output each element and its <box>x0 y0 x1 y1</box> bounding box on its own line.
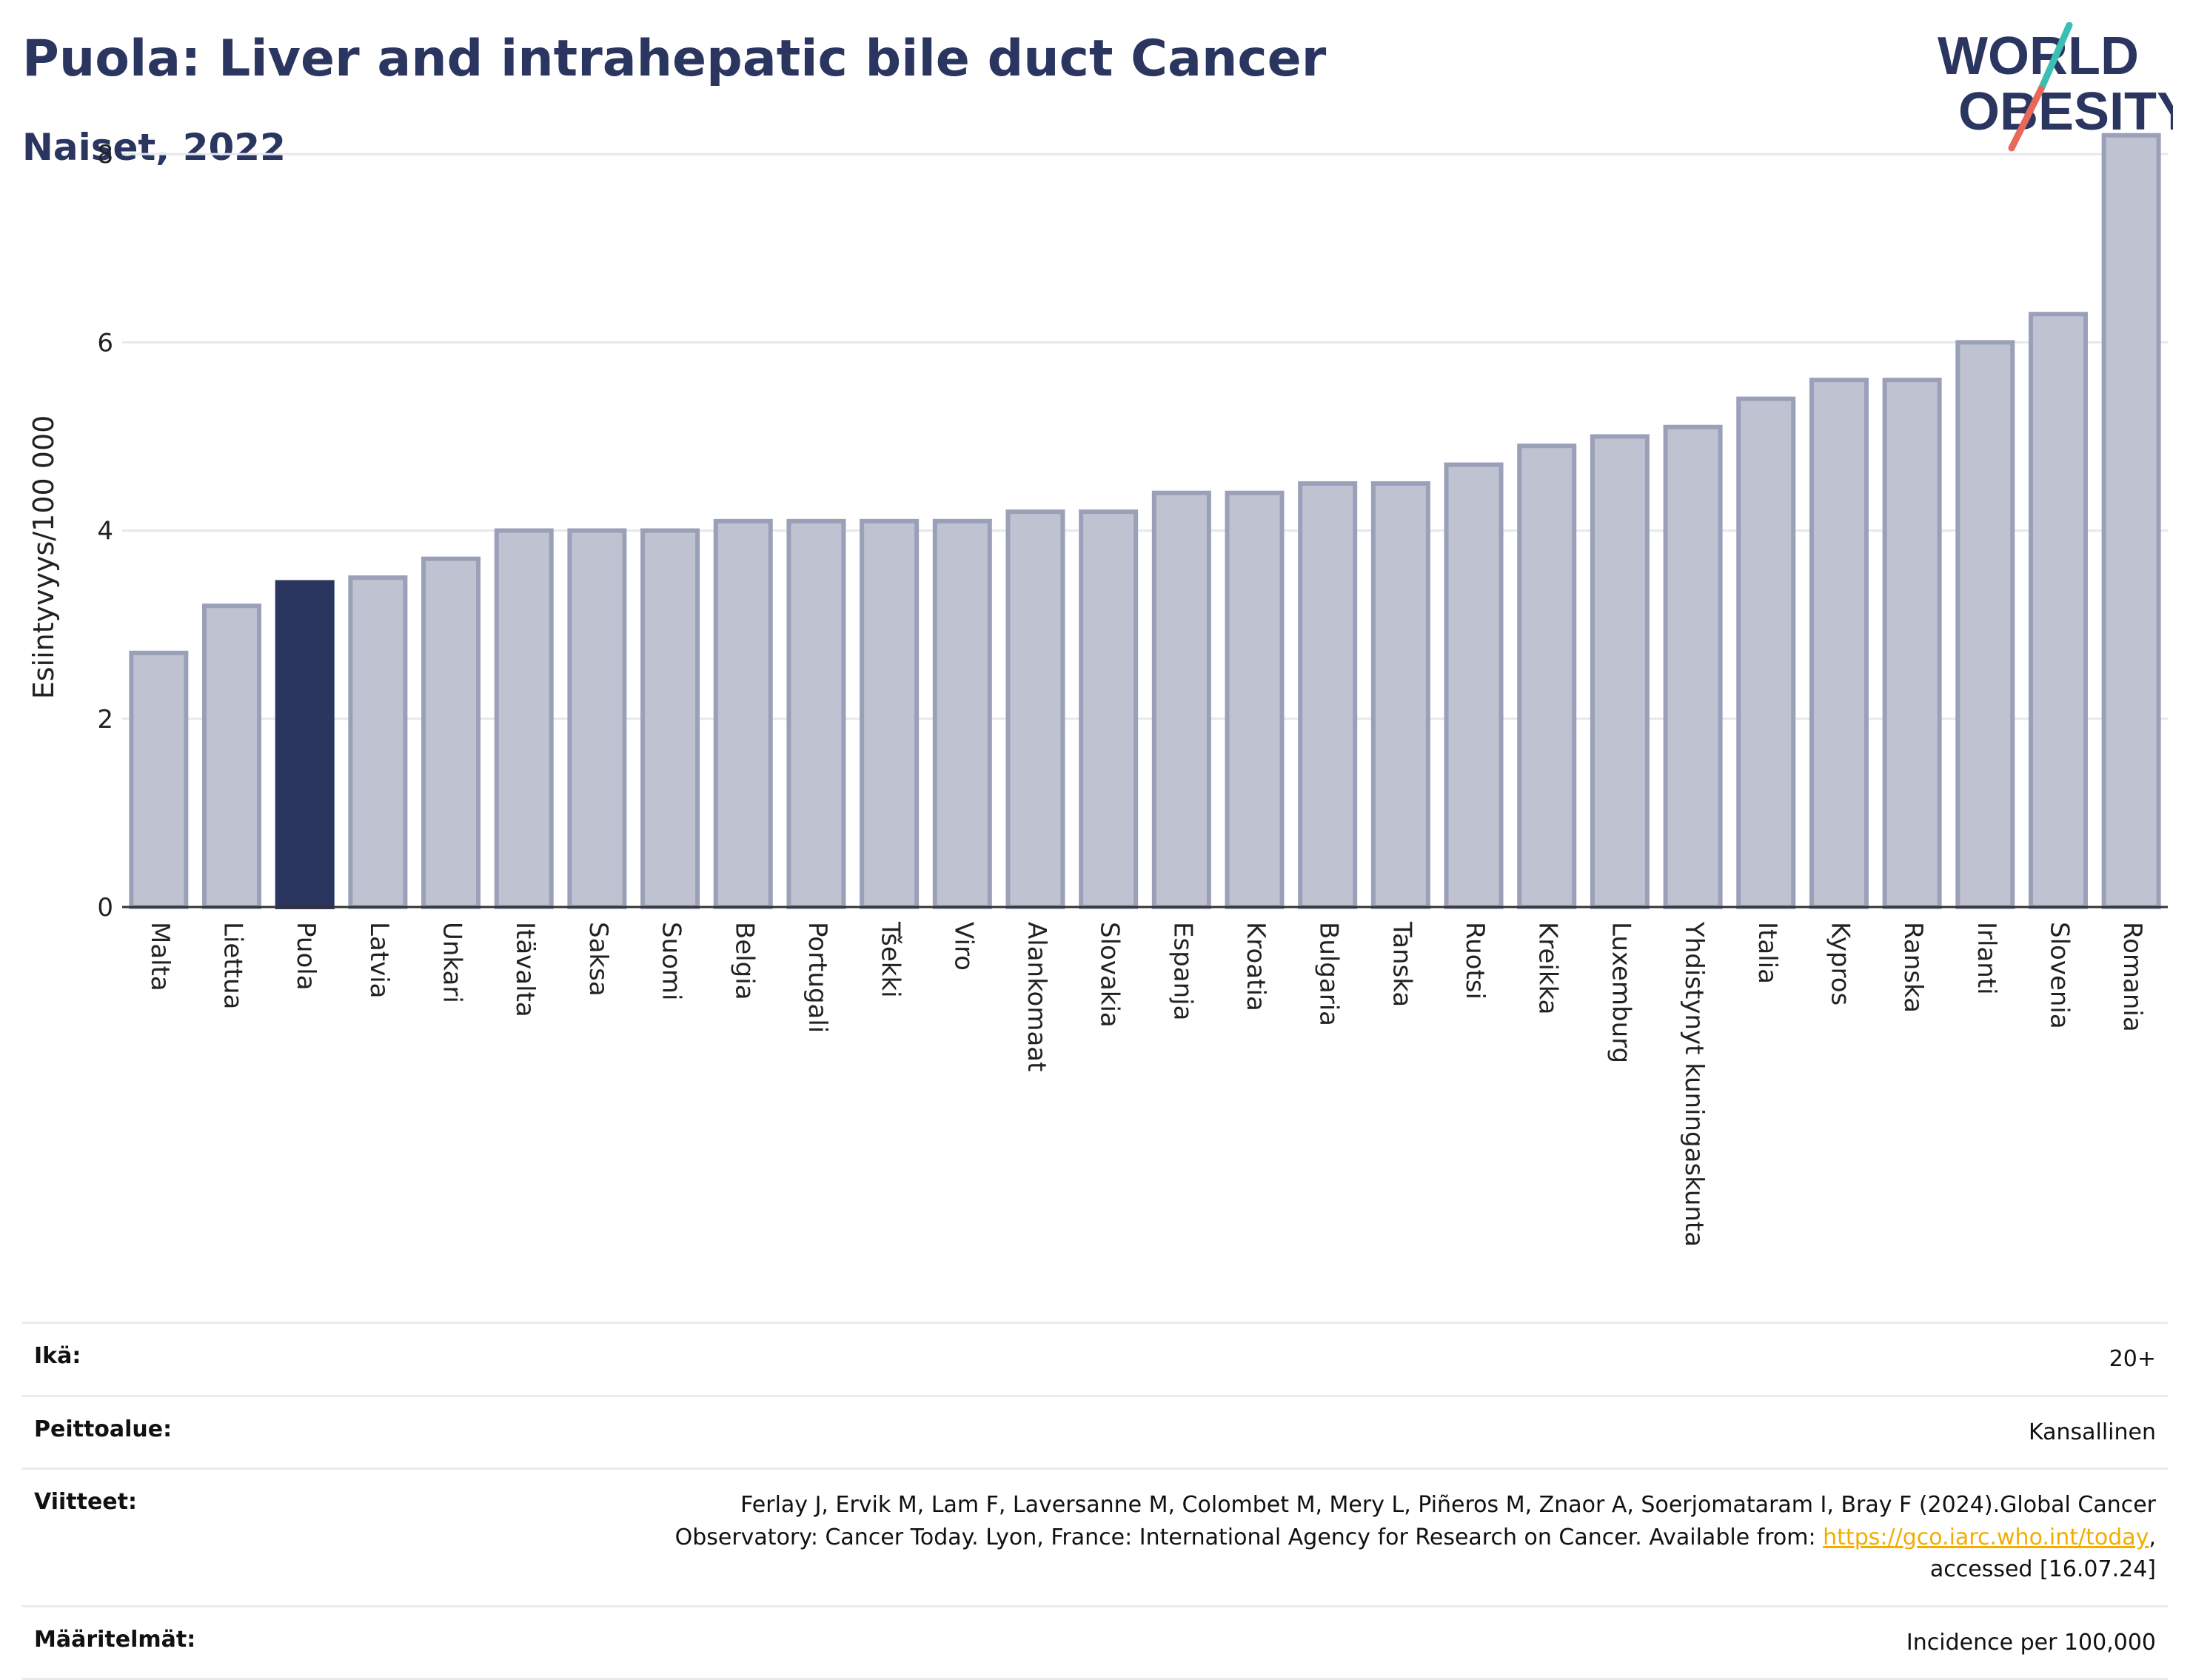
x-tick-label: Malta <box>145 922 175 991</box>
meta-row-age: Ikä: 20+ <box>22 1322 2168 1395</box>
bar-tšekki <box>862 521 917 907</box>
bar-alankomaat <box>1008 512 1062 907</box>
x-tick-label: Puola <box>291 922 321 991</box>
x-tick-labels: Malta Liettua Puola Latvia Unkari Itävalta Sak… <box>145 921 2147 1247</box>
bar-liettua <box>204 606 259 907</box>
references-label: Viitteet: <box>34 1489 167 1515</box>
definitions-label: Määritelmät: <box>34 1627 225 1653</box>
meta-row-references: Viitteet: Ferlay J, Ervik M, Lam F, Lave… <box>22 1468 2168 1605</box>
bar-tanska <box>1373 483 1428 907</box>
references-value: Ferlay J, Ervik M, Lam F, Laversanne M, … <box>675 1489 2156 1586</box>
y-tick-label: 4 <box>97 517 113 546</box>
definitions-value: Incidence per 100,000 <box>1906 1627 2156 1659</box>
bar-itävalta <box>497 531 552 907</box>
age-value: 20+ <box>2109 1343 2156 1376</box>
bar-italia <box>1738 399 1793 907</box>
x-tick-label: Unkari <box>438 922 467 1003</box>
x-tick-label: Saksa <box>583 922 613 997</box>
x-tick-label: Belgia <box>729 922 759 1000</box>
x-tick-label: Yhdistynyt kuningaskunta <box>1679 921 1709 1247</box>
y-tick-label: 0 <box>97 893 113 923</box>
bars <box>131 135 2158 907</box>
references-line-3: accessed [16.07.24] <box>1930 1556 2156 1582</box>
x-tick-label: Viro <box>948 922 978 971</box>
x-tick-label: Suomi <box>657 922 686 1001</box>
metadata-table: Ikä: 20+ Peittoalue: Kansallinen Viittee… <box>22 1322 2168 1680</box>
x-tick-label: Kreikka <box>1533 922 1563 1015</box>
y-tick-label: 6 <box>97 328 113 358</box>
x-tick-label: Ranska <box>1898 922 1928 1013</box>
bar-kypros <box>1812 380 1866 907</box>
bar-slovakia <box>1081 512 1136 907</box>
bar-latvia <box>350 578 405 907</box>
x-tick-label: Espanja <box>1168 922 1197 1020</box>
y-tick-label: 8 <box>97 140 113 170</box>
meta-row-definitions: Määritelmät: Incidence per 100,000 <box>22 1605 2168 1680</box>
x-tick-label: Alankomaat <box>1022 922 1051 1072</box>
bar-unkari <box>423 559 478 907</box>
age-label: Ikä: <box>34 1343 110 1369</box>
bar-kreikka <box>1519 446 1574 907</box>
x-tick-label: Tanska <box>1387 921 1416 1007</box>
coverage-label: Peittoalue: <box>34 1416 201 1442</box>
x-tick-label: Tšekki <box>876 921 905 998</box>
bar-luxemburg <box>1593 436 1647 907</box>
bar-espanja <box>1154 493 1209 907</box>
bar-suomi <box>643 531 697 907</box>
bar-belgia <box>716 521 771 907</box>
x-tick-label: Kypros <box>1825 922 1855 1005</box>
bar-ruotsi <box>1447 465 1501 907</box>
x-tick-label: Bulgaria <box>1314 922 1344 1026</box>
x-tick-label: Slovenia <box>2044 922 2074 1029</box>
y-tick-labels: 0 2 4 6 8 <box>97 140 113 923</box>
bar-saksa <box>569 531 624 907</box>
bar-bulgaria <box>1300 483 1355 907</box>
bar-puola <box>278 582 332 907</box>
x-tick-label: Liettua <box>218 922 248 1009</box>
bar-chart: 0 2 4 6 8 Malta Liettua Puola Latvia Unkari Itäva… <box>0 0 2190 1318</box>
x-tick-label: Luxemburg <box>1606 922 1635 1063</box>
references-line-1: Ferlay J, Ervik M, Lam F, Laversanne M, … <box>740 1492 2156 1518</box>
x-tick-label: Latvia <box>364 922 394 999</box>
bar-slovenia <box>2031 314 2086 907</box>
x-tick-label: Kroatia <box>1241 922 1270 1011</box>
bar-ranska <box>1885 380 1940 907</box>
bar-portugali <box>788 521 843 907</box>
x-tick-label: Itävalta <box>510 922 540 1017</box>
bar-viro <box>935 521 990 907</box>
x-tick-label: Italia <box>1752 922 1782 984</box>
references-line-2: Observatory: Cancer Today. Lyon, France:… <box>675 1525 1824 1550</box>
x-tick-label: Portugali <box>803 922 832 1033</box>
x-tick-label: Romania <box>2117 922 2147 1032</box>
bar-yhdistynyt-kuningaskunta <box>1666 427 1721 907</box>
references-link[interactable]: https://gco.iarc.who.int/today <box>1823 1525 2149 1550</box>
y-tick-label: 2 <box>97 705 113 734</box>
bar-malta <box>131 653 186 907</box>
references-line-2-end: , <box>2149 1525 2156 1550</box>
meta-row-coverage: Peittoalue: Kansallinen <box>22 1395 2168 1468</box>
x-tick-label: Ruotsi <box>1460 922 1490 1000</box>
bar-romania <box>2104 135 2159 907</box>
bar-irlanti <box>1958 342 2012 907</box>
y-axis-label: Esiintyvyys/100 000 <box>27 415 60 700</box>
coverage-value: Kansallinen <box>2029 1416 2156 1449</box>
x-tick-label: Irlanti <box>1972 922 2001 995</box>
bar-kroatia <box>1228 493 1282 907</box>
x-tick-label: Slovakia <box>1095 922 1125 1028</box>
